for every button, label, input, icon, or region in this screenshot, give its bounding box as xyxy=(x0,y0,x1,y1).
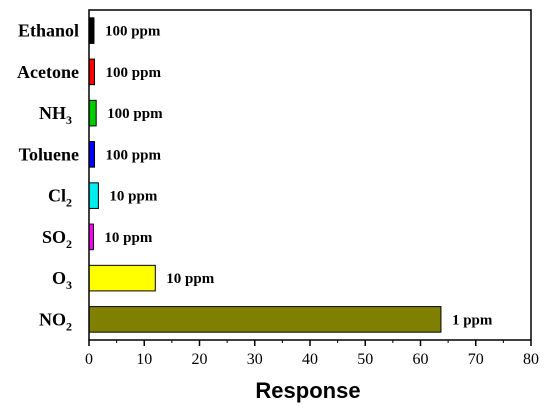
category-labels: Ethanol Acetone NH3 Toluene Cl2 SO2 O3 NO2 xyxy=(17,21,79,334)
category-label-o3: O3 xyxy=(52,268,72,292)
bar-no2 xyxy=(88,306,442,333)
data-label-so2: 10 ppm xyxy=(104,230,152,246)
data-labels: 100 ppm 100 ppm 100 ppm 100 ppm 10 ppm 10 ppm… xyxy=(104,24,492,329)
bar-cl2 xyxy=(88,182,99,209)
data-label-nh3: 100 ppm xyxy=(107,106,163,122)
x-tick-label: 20 xyxy=(192,351,208,368)
category-label-toluene: Toluene xyxy=(19,144,79,164)
bar-o3 xyxy=(88,264,156,292)
x-tick-label: 30 xyxy=(247,351,263,368)
x-axis-ticks: 0 10 20 30 40 50 60 70 80 xyxy=(85,340,539,368)
data-label-o3: 10 ppm xyxy=(166,271,214,287)
data-label-toluene: 100 ppm xyxy=(106,147,162,163)
data-label-acetone: 100 ppm xyxy=(106,65,162,81)
category-label-no2: NO2 xyxy=(39,309,72,333)
bar-acetone xyxy=(88,58,96,86)
category-label-nh3: NH3 xyxy=(39,103,72,127)
x-tick-label: 80 xyxy=(523,351,539,368)
bar-nh3 xyxy=(88,99,97,127)
x-axis-title: Response xyxy=(255,378,360,403)
category-label-ethanol: Ethanol xyxy=(18,21,79,41)
category-label-so2: SO2 xyxy=(42,227,72,251)
data-label-ethanol: 100 ppm xyxy=(105,24,161,40)
x-tick-label: 70 xyxy=(468,351,484,368)
x-tick-label: 40 xyxy=(302,351,318,368)
x-tick-label: 0 xyxy=(85,351,93,368)
bar-toluene xyxy=(88,141,96,168)
data-label-cl2: 10 ppm xyxy=(109,189,157,205)
category-label-cl2: Cl2 xyxy=(48,186,72,210)
data-label-no2: 1 ppm xyxy=(452,312,493,328)
x-tick-label: 60 xyxy=(413,351,429,368)
x-tick-label: 50 xyxy=(357,351,373,368)
x-tick-label: 10 xyxy=(136,351,152,368)
category-label-acetone: Acetone xyxy=(17,62,79,82)
